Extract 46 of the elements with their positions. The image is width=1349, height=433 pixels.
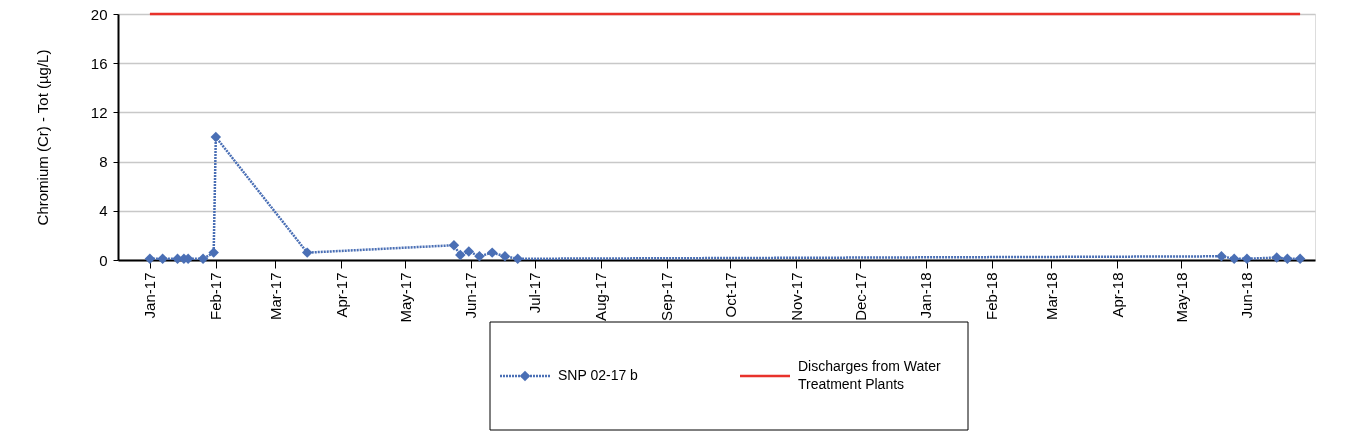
x-tick-label: Mar-17 bbox=[266, 272, 284, 321]
point bbox=[1241, 253, 1253, 265]
y-tick-label: 20 bbox=[90, 5, 108, 23]
x-tick-label: Nov-17 bbox=[787, 272, 805, 321]
legend-label: SNP 02-17 b bbox=[558, 367, 639, 383]
x-tick-label: Mar-18 bbox=[1042, 272, 1060, 321]
point bbox=[144, 253, 156, 265]
x-tick-label: Jun-18 bbox=[1238, 272, 1256, 319]
y-tick-label: 4 bbox=[99, 202, 108, 220]
y-tick-label: 12 bbox=[90, 103, 108, 121]
legend-label: Discharges from Water Treatment Plants bbox=[798, 358, 941, 392]
y-tick-label: 16 bbox=[90, 54, 108, 72]
point bbox=[1228, 253, 1240, 265]
x-tick-label: Apr-17 bbox=[332, 272, 350, 318]
point bbox=[499, 251, 511, 262]
point bbox=[448, 240, 460, 251]
point bbox=[210, 131, 222, 143]
point bbox=[301, 247, 313, 258]
x-tick-label: Apr-18 bbox=[1108, 272, 1126, 318]
point bbox=[197, 253, 209, 265]
point bbox=[474, 251, 485, 262]
point bbox=[1271, 252, 1282, 263]
point bbox=[512, 253, 523, 265]
x-tick-label: Jun-17 bbox=[462, 272, 480, 319]
y-tick-label: 0 bbox=[99, 251, 108, 269]
x-tick-label: Sep-17 bbox=[658, 272, 676, 321]
point bbox=[463, 246, 475, 257]
point bbox=[1216, 251, 1227, 262]
x-tick-label: May-17 bbox=[396, 272, 414, 323]
point bbox=[157, 253, 168, 265]
x-tick-label: May-18 bbox=[1172, 272, 1190, 323]
point bbox=[455, 249, 466, 261]
x-tick-label: Jan-18 bbox=[917, 272, 935, 319]
x-tick-label: Feb-18 bbox=[983, 272, 1001, 321]
y-axis-title: Chromium (Cr) - Tot (µg/L) bbox=[33, 49, 51, 226]
point bbox=[1294, 253, 1306, 265]
x-tick-label: Oct-17 bbox=[721, 272, 739, 318]
x-tick-label: Jan-17 bbox=[141, 272, 159, 319]
x-tick-label: Dec-17 bbox=[851, 272, 869, 321]
point bbox=[1282, 253, 1293, 265]
y-tick-label: 8 bbox=[99, 153, 108, 171]
x-tick-label: Aug-17 bbox=[592, 272, 610, 321]
x-tick-label: Feb-17 bbox=[207, 272, 225, 321]
point bbox=[486, 247, 498, 258]
point bbox=[208, 247, 219, 258]
x-tick-label: Jul-17 bbox=[526, 272, 544, 314]
